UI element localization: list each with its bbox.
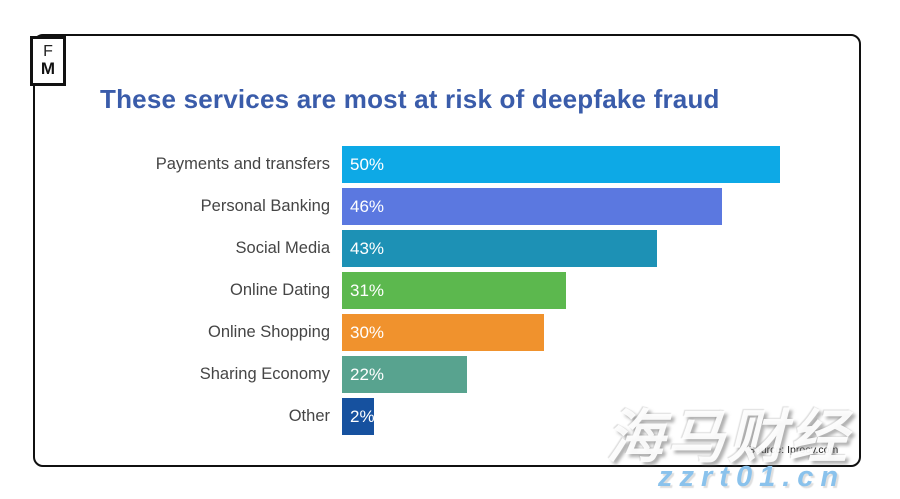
bar-value-label: 50% [350,154,385,174]
category-label: Payments and transfers [155,155,330,173]
bar: 50% [342,146,780,183]
bar-value-label: 46% [350,196,385,216]
chart-row: Online Shopping 30% [80,314,850,351]
fm-logo: F M [30,36,66,86]
category-label: Social Media [235,239,330,257]
chart-row: Payments and transfers 50% [80,146,850,183]
bar: 46% [342,188,722,225]
bar: 30% [342,314,544,351]
bar-value-label: 30% [350,322,385,342]
category-label: Online Shopping [207,323,330,341]
category-label: Personal Banking [200,197,330,215]
chart-row: Online Dating 31% [80,272,850,309]
chart-row: Personal Banking 46% [80,188,850,225]
bar: 31% [342,272,566,309]
category-label: Other [288,407,330,425]
watermark-chinese-text: 海马财经 [606,403,851,471]
category-label: Sharing Economy [199,365,330,383]
bar: 43% [342,230,657,267]
bar-value-label: 2% [350,406,375,426]
category-label: Online Dating [230,281,330,299]
watermark-url-text: zzrt01.cn [658,461,846,493]
chart-row: Social Media 43% [80,230,850,267]
bar-value-label: 43% [350,238,385,258]
source-attribution: Source: Iproov.com [748,444,839,456]
logo-letter-m: M [40,59,56,79]
bar: 22% [342,356,467,393]
bar-value-label: 31% [350,280,385,300]
chart-title: These services are most at risk of deepf… [100,84,720,114]
bar-value-label: 22% [350,364,385,384]
bar-chart: Payments and transfers 50% Personal Bankin… [80,146,850,440]
bar: 2% [342,398,375,435]
chart-row: Other 2% [80,398,850,435]
logo-letter-f: F [43,42,53,60]
chart-row: Sharing Economy 22% [80,356,850,393]
